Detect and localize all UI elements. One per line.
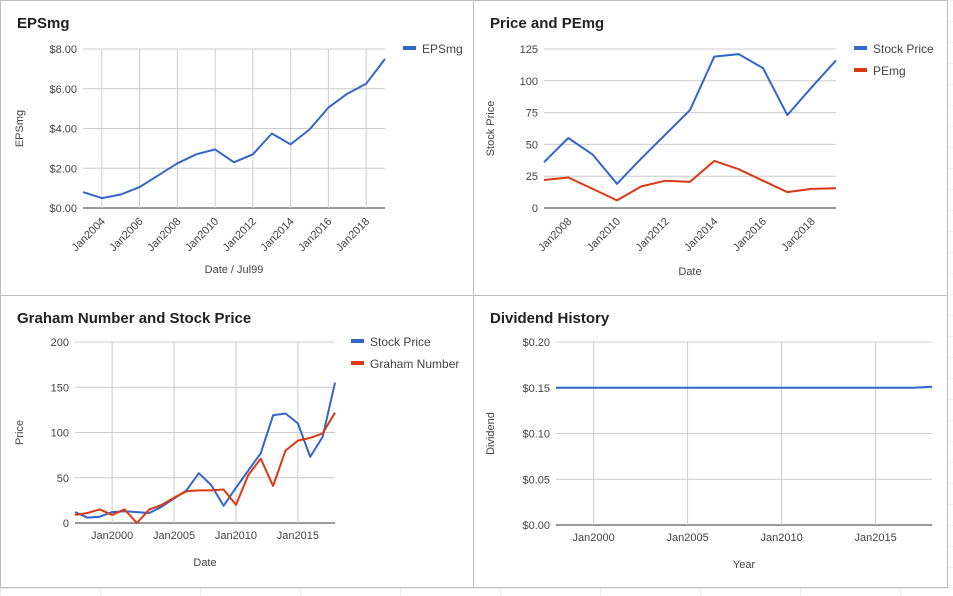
series-line-series	[556, 385, 933, 389]
chart-panel-dividend-history: Dividend History $0.00 $0.05 $0.10 $0.15 $0.…	[473, 295, 948, 588]
x-tick-label: Jan2010	[183, 216, 221, 254]
x-tick-label: Jan2005	[153, 530, 195, 542]
x-axis-title: Date	[678, 266, 701, 278]
legend-swatch	[854, 68, 867, 72]
y-tick-label: 100	[520, 76, 538, 88]
x-tick-label: Jan2012	[221, 216, 259, 254]
x-tick-label: Jan2016	[731, 216, 769, 254]
y-tick-label: 125	[520, 44, 538, 56]
y-tick-label: 150	[51, 382, 69, 394]
x-tick-label: Jan2010	[215, 530, 257, 542]
y-tick-label: $0.10	[522, 429, 550, 441]
x-tick-label: Jan2006	[107, 216, 145, 254]
chart-title: EPSmg	[17, 15, 70, 32]
y-axis-title: Dividend	[485, 412, 497, 455]
x-tick-label: Jan2018	[779, 216, 817, 254]
series-line-stock-price	[543, 53, 837, 185]
legend-swatch	[351, 361, 364, 365]
legend-label: Stock Price	[873, 42, 934, 56]
y-tick-label: 200	[51, 337, 69, 349]
series-line-graham-number	[74, 412, 336, 524]
y-tick-label: $2.00	[49, 163, 77, 175]
x-tick-label: Jan2008	[536, 216, 574, 254]
x-tick-label: Jan2014	[258, 216, 296, 254]
y-tick-label: $0.00	[522, 520, 550, 532]
y-tick-label: $0.05	[522, 474, 550, 486]
chart-plot: 0 50 100 150 200 Jan2000 Jan2005 Jan2010 Jan2015…	[14, 335, 459, 569]
legend-swatch	[351, 339, 364, 343]
y-tick-label: $0.00	[49, 203, 77, 215]
x-tick-label: Jan2018	[334, 216, 372, 254]
series-line-stock-price	[74, 382, 336, 519]
chart-title: Price and PEmg	[490, 15, 605, 32]
y-axis-title: EPSmg	[14, 110, 26, 147]
x-tick-label: Jan2008	[145, 216, 183, 254]
y-tick-label: $4.00	[49, 124, 77, 136]
x-tick-label: Jan2016	[296, 216, 334, 254]
y-tick-label: $8.00	[49, 44, 77, 56]
x-tick-label: Jan2000	[572, 532, 614, 544]
x-tick-label: Jan2014	[682, 216, 720, 254]
legend-swatch	[854, 46, 867, 50]
y-axis-title: Price	[14, 420, 26, 445]
x-tick-label: Jan2015	[854, 532, 896, 544]
y-tick-label: $0.15	[522, 383, 550, 395]
series-line-pemg	[543, 159, 837, 202]
chart-plot: $0.00 $0.05 $0.10 $0.15 $0.20 Jan2000 Jan2005 J…	[485, 337, 933, 571]
chart-title: Dividend History	[490, 310, 610, 327]
x-axis-title: Date / Jul99	[205, 264, 264, 276]
chart-panel-price-pemg: Price and PEmg 0 25 50 75 100 125 Jan2008 Jan20…	[473, 0, 948, 296]
y-tick-label: 0	[532, 203, 538, 215]
x-tick-label: Jan2012	[633, 216, 671, 254]
x-tick-label: Jan2010	[760, 532, 802, 544]
chart-plot: 0 25 50 75 100 125 Jan2008 Jan2010 Jan2012 Jan201…	[485, 42, 934, 278]
x-tick-label: Jan2004	[70, 216, 108, 254]
y-tick-label: 50	[57, 473, 69, 485]
y-axis-title: Stock Price	[485, 101, 497, 157]
legend-label: Graham Number	[370, 357, 459, 371]
x-tick-label: Jan2000	[91, 530, 133, 542]
legend-label: EPSmg	[422, 42, 463, 56]
x-axis-title: Year	[733, 559, 756, 571]
x-tick-label: Jan2010	[585, 216, 623, 254]
y-tick-label: 100	[51, 428, 69, 440]
y-tick-label: 50	[526, 139, 538, 151]
chart-title: Graham Number and Stock Price	[17, 310, 252, 327]
x-tick-label: Jan2015	[277, 530, 319, 542]
legend-swatch	[403, 46, 416, 50]
y-tick-label: 0	[63, 518, 69, 530]
chart-panel-epsmg: EPSmg $0.00 $2.00 $4.00 $6.00 $8.00 Jan2004 Ja…	[0, 0, 474, 296]
x-axis-title: Date	[193, 557, 216, 569]
series-line-epsmg	[82, 58, 386, 200]
legend-label: PEmg	[873, 64, 906, 78]
chart-panel-graham-number: Graham Number and Stock Price 0 50 100 150 2…	[0, 295, 474, 588]
legend-label: Stock Price	[370, 335, 431, 349]
x-tick-label: Jan2005	[666, 532, 708, 544]
y-tick-label: 75	[526, 108, 538, 120]
y-tick-label: $6.00	[49, 84, 77, 96]
y-tick-label: 25	[526, 171, 538, 183]
y-tick-label: $0.20	[522, 337, 550, 349]
